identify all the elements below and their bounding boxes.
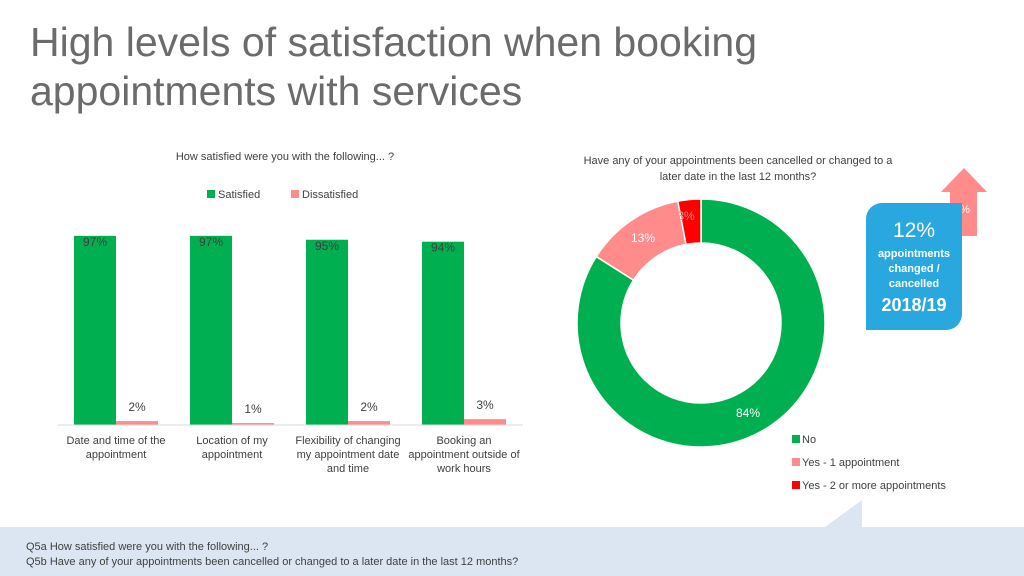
page-title: High levels of satisfaction when booking…: [30, 19, 758, 114]
bar-satisfied-0: [74, 235, 116, 425]
bar-satisfied-1: [190, 235, 232, 425]
bar-chart-title: How satisfied were you with the followin…: [176, 151, 394, 163]
bar-label-dissatisfied-0: 2%: [128, 400, 146, 414]
callout-text-line-1: appointments: [877, 248, 951, 260]
callout-text-line-3: cancelled: [888, 278, 940, 290]
bar-label-satisfied-3: 94%: [431, 241, 455, 255]
change-callout-box: 12% appointments changed / cancelled 201…: [866, 203, 962, 330]
donut-label-1: 13%: [631, 231, 655, 245]
bar-label-satisfied-2: 95%: [315, 239, 339, 253]
bar-plot-area: 97% 2% Date and time of the appointment 97% 1…: [66, 235, 520, 475]
category-label-1-0: Location of my: [196, 435, 268, 447]
footer-speech-notch: [825, 500, 862, 527]
bar-label-satisfied-0: 97%: [83, 235, 107, 249]
footer-bar: Q5a How satisfied were you with the foll…: [0, 527, 1024, 576]
donut-legend-swatch-0: [792, 435, 800, 443]
satisfaction-bar-chart: How satisfied were you with the followin…: [58, 151, 523, 475]
donut-legend-label-0: No: [802, 434, 816, 446]
donut-legend-swatch-2: [792, 481, 800, 489]
donut-label-2: 3%: [677, 209, 695, 223]
legend-label-satisfied: Satisfied: [218, 189, 260, 201]
bar-label-dissatisfied-1: 1%: [244, 402, 262, 416]
category-label-1-1: appointment: [202, 449, 263, 461]
donut-legend-label-1: Yes - 1 appointment: [802, 457, 899, 469]
callout-text-line-2: changed /: [888, 263, 940, 275]
donut-slice-2: [676, 198, 702, 246]
bar-dissatisfied-1: [232, 423, 274, 425]
donut-title-line-1: Have any of your appointments been cance…: [584, 155, 894, 167]
bar-dissatisfied-0: [116, 421, 158, 425]
donut-label-0: 84%: [736, 406, 760, 420]
category-label-0-1: appointment: [86, 449, 147, 461]
donut-plot-area: 84% 13% 3%: [576, 198, 826, 448]
donut-title-line-2: later date in the last 12 months?: [660, 171, 817, 183]
bar-legend: Satisfied Dissatisfied: [207, 189, 358, 201]
footnote-q5a: Q5a How satisfied were you with the foll…: [26, 541, 269, 553]
donut-legend-swatch-1: [792, 458, 800, 466]
legend-swatch-satisfied: [207, 190, 215, 198]
donut-slice-0: [576, 198, 826, 448]
category-label-0-0: Date and time of the: [66, 435, 165, 447]
bar-label-dissatisfied-2: 2%: [360, 400, 378, 414]
callout-percent: 12%: [892, 219, 936, 242]
category-label-2-0: Flexibility of changing: [295, 435, 400, 447]
callout-year: 2018/19: [881, 295, 947, 315]
legend-label-dissatisfied: Dissatisfied: [302, 189, 358, 201]
footnote-q5b: Q5b Have any of your appointments been c…: [26, 556, 519, 568]
bar-satisfied-3: [422, 241, 464, 425]
donut-legend: No Yes - 1 appointment Yes - 2 or more app…: [792, 434, 946, 492]
bar-label-dissatisfied-3: 3%: [476, 398, 494, 412]
appointment-change-donut-chart: Have any of your appointments been cance…: [576, 155, 946, 492]
category-label-3-1: appointment outside of: [408, 449, 520, 461]
category-label-2-2: and time: [327, 463, 369, 475]
category-label-3-2: work hours: [436, 463, 491, 475]
bar-label-satisfied-1: 97%: [199, 235, 223, 249]
bar-satisfied-2: [306, 239, 348, 425]
bar-dissatisfied-2: [348, 421, 390, 425]
bar-dissatisfied-3: [464, 419, 506, 425]
legend-swatch-dissatisfied: [291, 190, 299, 198]
category-label-3-0: Booking an: [436, 435, 491, 447]
donut-legend-label-2: Yes - 2 or more appointments: [802, 480, 946, 492]
category-label-2-1: my appointment date: [297, 449, 400, 461]
